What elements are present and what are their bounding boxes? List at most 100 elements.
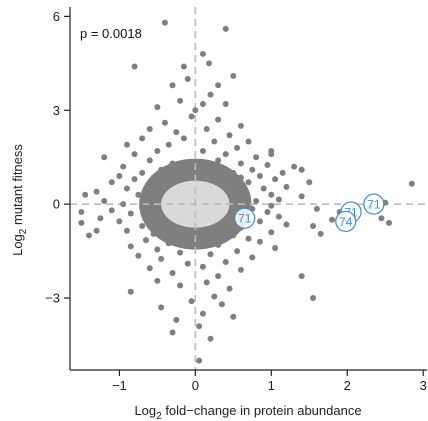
data-point <box>154 246 161 253</box>
data-point <box>108 179 115 186</box>
data-point <box>215 157 222 164</box>
data-point <box>230 232 237 239</box>
data-point <box>78 219 85 226</box>
highlight-label: 71 <box>238 212 252 226</box>
data-point <box>161 119 168 126</box>
data-point <box>245 179 252 186</box>
axes <box>69 7 427 371</box>
data-point <box>215 241 222 248</box>
highlighted-point: 71 <box>234 207 256 229</box>
data-point <box>177 282 184 289</box>
data-point <box>127 288 134 295</box>
data-point <box>177 249 184 256</box>
data-point <box>268 202 275 209</box>
data-point <box>199 50 206 57</box>
data-point <box>203 126 210 133</box>
data-point <box>283 221 290 228</box>
data-point <box>275 213 282 220</box>
data-point <box>241 193 248 200</box>
data-point <box>237 160 244 167</box>
highlighted-points: 71717174 <box>234 193 385 233</box>
data-point <box>272 244 279 251</box>
data-point <box>82 191 89 198</box>
y-tick-label: 3 <box>53 103 60 118</box>
data-point <box>378 215 385 222</box>
data-point <box>234 248 241 255</box>
data-point <box>245 235 252 242</box>
data-point <box>116 172 123 179</box>
data-point <box>222 25 229 32</box>
data-point <box>180 63 187 70</box>
data-point <box>256 218 263 225</box>
data-point <box>199 263 206 270</box>
data-point <box>93 227 100 234</box>
y-tick-label: −3 <box>45 291 60 306</box>
data-point <box>199 101 206 108</box>
data-point <box>310 223 317 230</box>
data-point <box>97 215 104 222</box>
data-point <box>154 147 161 154</box>
y-axis-title: Log2 mutant fitness <box>10 144 29 256</box>
data-point <box>310 295 317 302</box>
data-point <box>268 229 275 236</box>
data-point <box>234 144 241 151</box>
data-point <box>226 285 233 292</box>
highlighted-point: 74 <box>335 210 357 233</box>
data-point <box>192 107 199 114</box>
data-point <box>203 163 210 170</box>
data-point <box>120 201 127 208</box>
data-point <box>207 335 214 342</box>
data-point <box>196 323 203 330</box>
data-point <box>256 172 263 179</box>
data-point <box>188 298 195 305</box>
x-tick-label: −1 <box>112 378 127 393</box>
data-point <box>211 293 218 300</box>
data-point <box>237 266 244 273</box>
data-point <box>222 101 229 108</box>
data-point <box>230 72 237 79</box>
data-point <box>146 265 153 272</box>
highlighted-point: 71 <box>363 193 385 215</box>
data-point <box>127 243 134 250</box>
data-point <box>207 91 214 98</box>
data-point <box>135 252 142 259</box>
data-point <box>161 19 168 26</box>
data-point <box>135 191 142 198</box>
data-point <box>169 269 176 276</box>
data-point <box>306 179 313 186</box>
data-point <box>139 135 146 142</box>
data-point <box>230 169 237 176</box>
data-point <box>222 151 229 158</box>
highlight-label: 74 <box>339 215 353 229</box>
highlight-marker <box>335 210 357 233</box>
y-axis-title-rest: mutant fitness <box>10 144 25 229</box>
data-point <box>317 230 324 237</box>
data-point <box>283 183 290 190</box>
data-point <box>123 227 130 234</box>
data-point <box>249 254 256 261</box>
data-point <box>169 160 176 167</box>
data-point <box>85 232 92 239</box>
data-point <box>177 169 184 176</box>
data-point <box>146 126 153 133</box>
data-point <box>173 316 180 323</box>
x-tick-label: 3 <box>420 378 427 393</box>
x-axis-title-rest: fold−change in protein abundance <box>162 403 362 418</box>
data-point <box>116 218 123 225</box>
data-point <box>215 273 222 280</box>
data-point <box>226 132 233 139</box>
data-point <box>264 162 271 169</box>
data-point <box>249 166 256 173</box>
highlight-marker <box>363 193 385 215</box>
x-tick-label: 1 <box>268 378 275 393</box>
data-point <box>203 279 210 286</box>
data-point <box>222 259 229 266</box>
data-point <box>291 163 298 170</box>
data-point <box>150 230 157 237</box>
data-point <box>215 82 222 89</box>
y-axis-title-main: Log <box>10 234 25 256</box>
highlight-marker <box>234 207 256 229</box>
data-point <box>298 166 305 173</box>
data-point <box>260 185 267 192</box>
reference-lines <box>70 7 427 370</box>
